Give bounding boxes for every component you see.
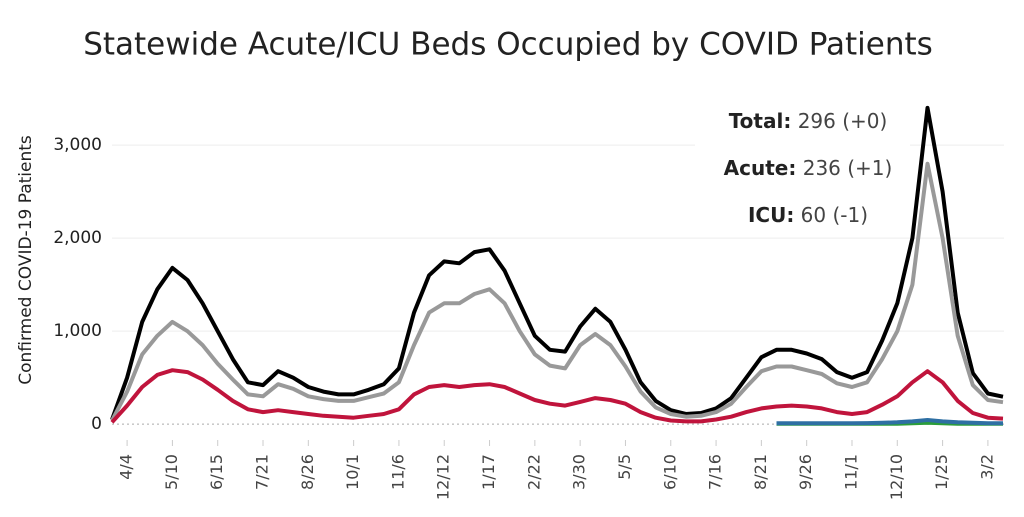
- x-tick-label: 8/21: [751, 454, 770, 490]
- series-line: [110, 161, 1004, 422]
- x-tick-label: 5/5: [615, 454, 634, 480]
- x-tick-label: 1/25: [932, 454, 951, 490]
- x-tick-label: 8/26: [298, 454, 317, 490]
- series-line: [110, 105, 1004, 421]
- x-tick-label: 7/21: [253, 454, 272, 490]
- annotation: Total: 296 (+0): [729, 109, 888, 133]
- series-line: [110, 368, 1004, 424]
- x-tick-label: 7/16: [706, 454, 725, 490]
- y-tick-label: 2,000: [53, 228, 102, 248]
- annotation-label: ICU:: [748, 203, 794, 227]
- annotation: Acute: 236 (+1): [724, 156, 893, 180]
- x-tick-label: 12/10: [887, 454, 906, 500]
- y-tick-label: 0: [91, 414, 102, 434]
- y-tick-label: 1,000: [53, 321, 102, 341]
- x-tick-label: 9/26: [796, 454, 815, 490]
- annotation-text: 296 (+0): [798, 109, 888, 133]
- y-axis-label: Confirmed COVID-19 Patients: [16, 135, 36, 385]
- y-tick-label: 3,000: [53, 135, 102, 155]
- annotation-text: 60 (-1): [801, 203, 868, 227]
- series-line: [776, 418, 1003, 426]
- x-tick-label: 4/4: [117, 454, 136, 480]
- chart-title: Statewide Acute/ICU Beds Occupied by COV…: [83, 27, 933, 63]
- annotation-text: 236 (+1): [803, 156, 893, 180]
- annotation-box: [695, 95, 910, 235]
- x-tick-label: 11/1: [841, 454, 860, 490]
- x-tick-label: 6/15: [207, 454, 226, 490]
- x-tick-label: 11/6: [388, 454, 407, 490]
- x-tick-label: 3/2: [977, 454, 996, 480]
- x-tick-label: 2/22: [524, 454, 543, 490]
- x-tick-label: 12/12: [434, 454, 453, 500]
- annotation: ICU: 60 (-1): [748, 203, 868, 227]
- x-tick-label: 10/1: [343, 454, 362, 490]
- x-tick-label: 5/10: [162, 454, 181, 490]
- x-tick-label: 3/30: [570, 454, 589, 490]
- annotation-label: Total:: [729, 109, 792, 133]
- annotation-label: Acute:: [724, 156, 797, 180]
- x-tick-label: 6/10: [660, 454, 679, 490]
- x-tick-label: 1/17: [479, 454, 498, 490]
